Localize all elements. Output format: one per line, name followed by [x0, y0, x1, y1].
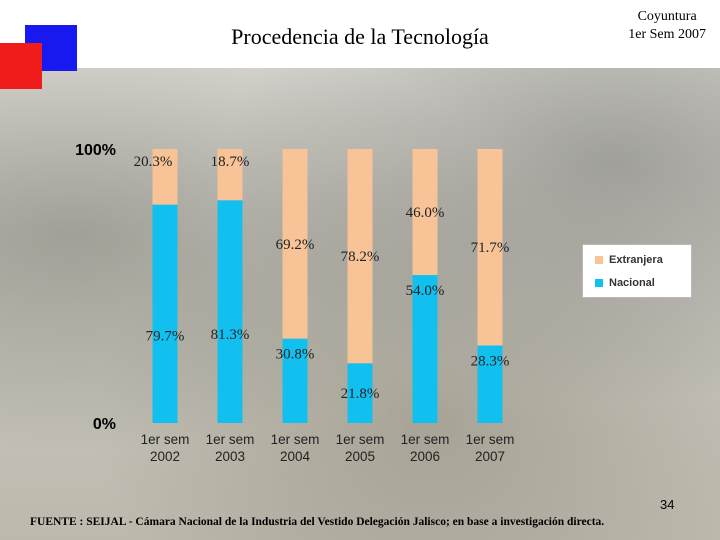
bar-nacional-0 — [152, 204, 178, 423]
legend-swatch-nacional — [595, 279, 603, 287]
x-tick-label-3-line1: 1er sem — [336, 432, 385, 447]
data-label-nacional-2: 30.8% — [276, 347, 315, 363]
legend-swatch-extranjera — [595, 256, 603, 264]
x-tick-label-4-line2: 2006 — [410, 449, 440, 464]
data-label-extranjera-1: 18.7% — [211, 154, 250, 170]
data-label-nacional-1: 81.3% — [211, 327, 250, 343]
legend-item-nacional: Nacional — [595, 277, 655, 289]
data-label-nacional-3: 21.8% — [341, 386, 380, 402]
legend-label-nacional: Nacional — [609, 277, 655, 289]
chart-legend: Extranjera Nacional — [582, 244, 692, 298]
coyuntura-line-1: Coyuntura — [637, 9, 697, 24]
red-square-decoration — [0, 43, 42, 89]
data-label-extranjera-5: 71.7% — [471, 240, 510, 256]
data-label-nacional-4: 54.0% — [406, 283, 445, 299]
x-tick-label-5-line1: 1er sem — [466, 432, 515, 447]
x-tick-label-3-line2: 2005 — [345, 449, 375, 464]
coyuntura-label: Coyuntura 1er Sem 2007 — [628, 8, 706, 44]
bar-extranjera-2 — [282, 149, 308, 339]
x-tick-label-0-line1: 1er sem — [141, 432, 190, 447]
data-label-extranjera-3: 78.2% — [341, 249, 380, 265]
bar-extranjera-3 — [347, 149, 373, 364]
bar-nacional-1 — [217, 200, 243, 423]
x-tick-label-2-line2: 2004 — [280, 449, 311, 464]
bar-extranjera-5 — [477, 149, 503, 346]
y-tick-label-0: 0% — [93, 416, 116, 433]
y-tick-label-100: 100% — [75, 142, 116, 159]
source-footer: FUENTE : SEIJAL - Cámara Nacional de la … — [30, 516, 605, 528]
bar-extranjera-1 — [217, 149, 243, 201]
legend-label-extranjera: Extranjera — [609, 254, 663, 266]
x-tick-label-1-line1: 1er sem — [206, 432, 255, 447]
data-label-nacional-5: 28.3% — [471, 353, 510, 369]
x-tick-label-4-line1: 1er sem — [401, 432, 450, 447]
x-tick-label-2-line1: 1er sem — [271, 432, 320, 447]
page-number: 34 — [660, 497, 675, 512]
data-label-extranjera-4: 46.0% — [406, 205, 445, 221]
bar-extranjera-0 — [152, 149, 178, 205]
x-tick-label-0-line2: 2002 — [150, 449, 180, 464]
data-label-nacional-0: 79.7% — [146, 329, 185, 345]
x-tick-label-1-line2: 2003 — [215, 449, 245, 464]
bar-nacional-2 — [282, 338, 308, 423]
bar-nacional-3 — [347, 363, 373, 423]
legend-item-extranjera: Extranjera — [595, 254, 663, 266]
data-label-extranjera-2: 69.2% — [276, 237, 315, 253]
coyuntura-line-2: 1er Sem 2007 — [628, 27, 706, 42]
data-label-extranjera-0: 20.3% — [134, 154, 173, 170]
x-tick-label-5-line2: 2007 — [475, 449, 505, 464]
bar-nacional-4 — [412, 275, 438, 423]
bar-extranjera-4 — [412, 149, 438, 276]
bar-nacional-5 — [477, 345, 503, 423]
slide-title: Procedencia de la Tecnología — [231, 24, 489, 49]
